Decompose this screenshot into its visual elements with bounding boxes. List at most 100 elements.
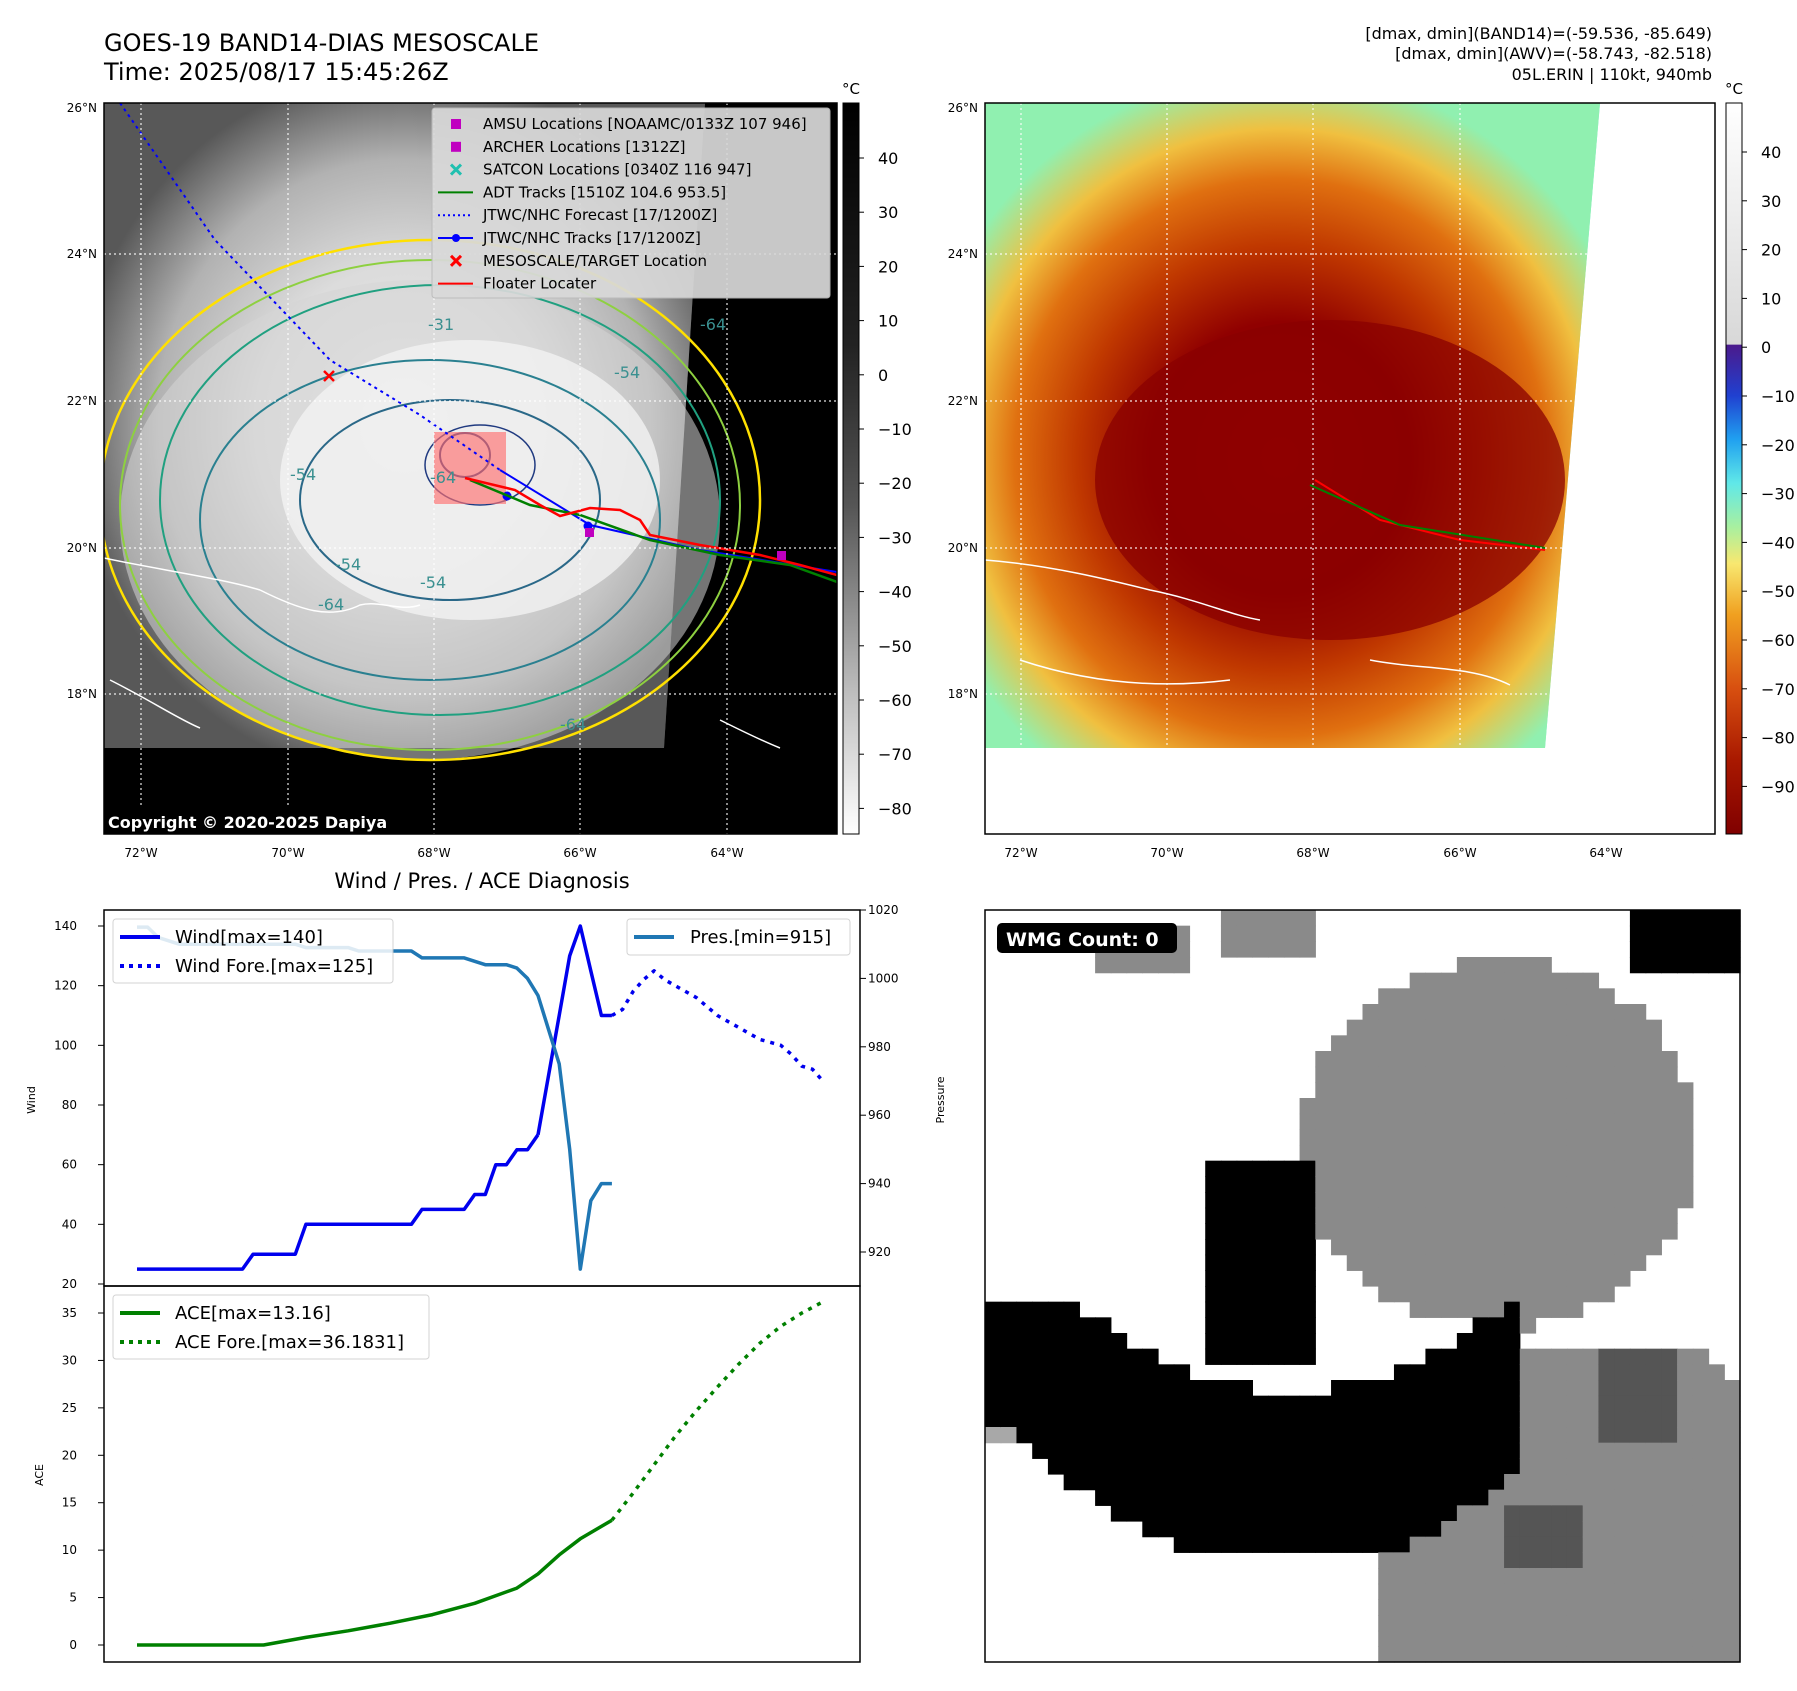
wmg-cell: [1488, 1599, 1505, 1616]
wmg-cell: [1661, 1630, 1678, 1647]
wmg-cell: [1393, 1239, 1411, 1256]
wmg-cell: [1441, 1395, 1458, 1412]
wmg-cell: [1158, 1411, 1175, 1428]
wmg-cell: [1425, 1411, 1442, 1428]
wmg-cell: [1645, 1019, 1662, 1036]
legend-item: ADT Tracks [1510Z 104.6 953.5]: [438, 183, 726, 201]
wmg-cell: [1378, 1427, 1395, 1444]
wmg-cell: [1299, 1207, 1316, 1224]
wmg-cell: [1551, 1066, 1568, 1083]
wmg-cell: [1566, 1286, 1584, 1303]
wmg-cell: [1142, 1411, 1159, 1428]
wmg-cell: [1425, 1098, 1442, 1115]
wmg-cell: [1346, 1051, 1364, 1068]
wmg-cell: [1126, 1348, 1143, 1365]
wmg-cell: [1409, 1505, 1427, 1522]
wmg-cell: [1629, 1646, 1647, 1663]
wmg-cell: [1378, 1411, 1395, 1428]
wmg-cell: [1047, 1348, 1065, 1365]
wmg-cell: [1346, 1521, 1364, 1538]
gray-colorbar-unit: °C: [842, 80, 860, 98]
wmg-cell: [1598, 1458, 1615, 1475]
wmg-cell: [1645, 1098, 1662, 1115]
axis-tick-label: 30: [62, 1353, 77, 1367]
wmg-cell: [1362, 1380, 1379, 1397]
wmg-cell: [1393, 1286, 1411, 1303]
wmg-cell: [1425, 1348, 1442, 1365]
wmg-cell: [1582, 1380, 1600, 1397]
wmg-cell: [1268, 1239, 1285, 1256]
wmg-cell: [1661, 1568, 1678, 1585]
wmg-cell: [1283, 1239, 1301, 1256]
wmg-cell: [1566, 1505, 1584, 1522]
colorbar-tick-label: 0: [878, 366, 888, 385]
axis-tick-label: 20: [62, 1448, 77, 1462]
wmg-cell: [1220, 1223, 1238, 1240]
wmg-cell: [1268, 1395, 1285, 1412]
wmg-cell: [1488, 1317, 1505, 1334]
wmg-cell: [1110, 1364, 1128, 1381]
wmg-cell: [1331, 1458, 1348, 1475]
wmg-cell: [985, 1411, 1002, 1428]
wmg-cell: [1614, 1113, 1631, 1130]
wmg-cell: [1629, 1380, 1647, 1397]
wmg-cell: [1456, 1004, 1474, 1021]
wmg-cell: [1220, 1333, 1238, 1350]
wmg-cell: [1173, 1505, 1191, 1522]
wmg-cell: [1173, 1380, 1191, 1397]
wmg-cell: [1425, 1176, 1442, 1193]
wmg-cell: [1378, 1035, 1395, 1052]
wmg-cell: [1598, 1207, 1615, 1224]
wmg-cell: [1566, 1239, 1584, 1256]
wmg-cell: [1205, 1160, 1222, 1177]
wmg-cell: [1425, 1270, 1442, 1287]
wmg-cell: [1456, 1129, 1474, 1146]
wmg-cell: [985, 1364, 1002, 1381]
wmg-cell: [1346, 1192, 1364, 1209]
wmg-cell: [1645, 1160, 1662, 1177]
wmg-cell: [1362, 1082, 1379, 1099]
wmg-cell: [1220, 1239, 1238, 1256]
wmg-cell: [1724, 1395, 1741, 1412]
wmg-cell: [1409, 1552, 1427, 1569]
wmg-cell: [1566, 1145, 1584, 1162]
wmg-cell: [1519, 1066, 1537, 1083]
wmg-cell: [1535, 1035, 1552, 1052]
wmg-cell: [1268, 1536, 1285, 1553]
wmg-cell: [1677, 1489, 1694, 1506]
wmg-cell: [1331, 1239, 1348, 1256]
wmg-cell: [1488, 1348, 1505, 1365]
wmg-cell: [1158, 1521, 1175, 1538]
wmg-cell: [1677, 925, 1694, 942]
wmg-cell: [1441, 1301, 1458, 1318]
wmg-cell: [1598, 1630, 1615, 1647]
wmg-cell: [1220, 1395, 1238, 1412]
wmg-cell: [1409, 1521, 1427, 1538]
wmg-cell: [1629, 1348, 1647, 1365]
wmg-cell: [1535, 1395, 1552, 1412]
wmg-cell: [1504, 988, 1521, 1005]
wmg-cell: [1661, 1364, 1678, 1381]
wmg-cell: [1362, 1176, 1379, 1193]
wmg-cell: [1110, 1333, 1128, 1350]
wmg-cell: [1205, 1427, 1222, 1444]
wmg-cell: [1441, 1646, 1458, 1663]
wmg-cell: [1677, 1364, 1694, 1381]
wmg-cell: [1598, 1176, 1615, 1193]
legend-item: MESOSCALE/TARGET Location: [449, 252, 707, 270]
wmg-cell: [1173, 941, 1191, 958]
wmg-cell: [1551, 1521, 1568, 1538]
wmg-cell: [1378, 1552, 1395, 1569]
wmg-cell: [1189, 1505, 1206, 1522]
wmg-cell: [1472, 1035, 1489, 1052]
wmg-cell: [1456, 1145, 1474, 1162]
wmg-cell: [1095, 957, 1112, 974]
wmg-cell: [1629, 1192, 1647, 1209]
wmg-cell: [1551, 1615, 1568, 1632]
wmg-cell: [1110, 1348, 1128, 1365]
colorbar-tick-label: 30: [1761, 192, 1781, 211]
wmg-cell: [1724, 1552, 1741, 1569]
wmg-cell: [1063, 1301, 1080, 1318]
wmg-cell: [1692, 1599, 1710, 1616]
wmg-cell: [1614, 1411, 1631, 1428]
